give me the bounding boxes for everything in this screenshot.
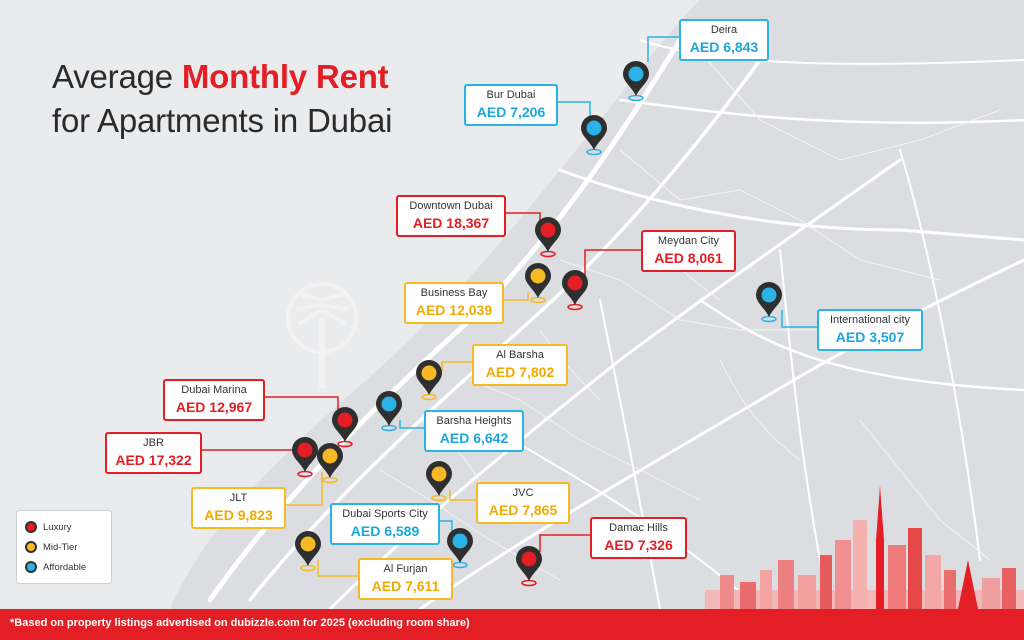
callout-business-bay: Business Bay AED 12,039: [404, 282, 504, 324]
location-price: AED 9,823: [204, 507, 273, 523]
location-name: JLT: [229, 492, 248, 504]
leader-line: [584, 249, 641, 278]
location-name: Downtown Dubai: [409, 200, 493, 212]
location-pin-icon[interactable]: [426, 461, 452, 502]
location-pin-icon[interactable]: [317, 443, 343, 484]
location-price: AED 7,611: [371, 578, 440, 594]
location-pin-icon[interactable]: [562, 270, 588, 311]
map-legend: Luxury Mid-Tier Affordable: [16, 510, 112, 584]
location-name: Al Barsha: [496, 349, 544, 361]
legend-affordable: Affordable: [25, 559, 86, 575]
callout-al-barsha: Al Barsha AED 7,802: [472, 344, 568, 386]
callout-bur-dubai: Bur Dubai AED 7,206: [464, 84, 558, 126]
location-pin-icon[interactable]: [623, 61, 649, 102]
location-pin-icon[interactable]: [416, 360, 442, 401]
location-name: Dubai Marina: [181, 384, 247, 396]
leader-line: [317, 560, 358, 577]
location-price: AED 7,802: [485, 364, 555, 380]
location-name: Business Bay: [420, 287, 488, 299]
footer-note: *Based on property listings advertised o…: [10, 617, 470, 629]
leader-line: [286, 472, 323, 506]
location-price: AED 7,326: [604, 537, 673, 553]
callout-al-furjan: Al Furjan AED 7,611: [358, 558, 453, 600]
location-pin-icon[interactable]: [295, 531, 321, 572]
callout-barsha-heights: Barsha Heights AED 6,642: [424, 410, 524, 452]
affordable-marker-icon: [25, 561, 37, 573]
location-pin-icon[interactable]: [516, 546, 542, 587]
location-price: AED 18,367: [412, 215, 490, 231]
location-price: AED 7,206: [476, 104, 546, 120]
callout-international-city: International city AED 3,507: [817, 309, 923, 351]
page-title: Average Monthly Rent for Apartments in D…: [52, 55, 392, 143]
callout-jlt: JLT AED 9,823: [191, 487, 286, 529]
luxury-marker-icon: [25, 521, 37, 533]
leader-line: [506, 212, 541, 222]
location-name: Meydan City: [657, 235, 720, 247]
location-pin-icon[interactable]: [332, 407, 358, 448]
location-pin-icon[interactable]: [535, 217, 561, 258]
title-prefix: Average: [52, 58, 182, 95]
location-name: JBR: [143, 437, 164, 449]
location-price: AED 6,843: [689, 39, 759, 55]
leader-line: [440, 520, 453, 532]
leader-line: [504, 292, 529, 301]
legend-mid-tier-label: Mid-Tier: [43, 541, 78, 553]
callout-jvc: JVC AED 7,865: [476, 482, 570, 524]
location-name: Al Furjan: [383, 563, 428, 575]
location-pin-icon[interactable]: [376, 391, 402, 432]
legend-affordable-label: Affordable: [43, 561, 87, 573]
location-name: Barsha Heights: [436, 415, 512, 427]
location-name: Bur Dubai: [486, 89, 536, 101]
skyline-illustration: [705, 485, 1024, 609]
callout-deira: Deira AED 6,843: [679, 19, 769, 61]
location-name: Deira: [710, 24, 738, 36]
leader-line: [441, 361, 472, 372]
leader-line: [399, 420, 424, 429]
callout-dubai-sports-city: Dubai Sports City AED 6,589: [330, 503, 440, 545]
location-pin-icon[interactable]: [447, 528, 473, 569]
location-price: AED 6,642: [439, 430, 509, 446]
location-price: AED 7,865: [488, 502, 558, 518]
location-price: AED 12,039: [415, 302, 493, 318]
title-highlight: Monthly Rent: [181, 58, 389, 95]
callout-damac-hills: Damac Hills AED 7,326: [590, 517, 687, 559]
callout-jbr: JBR AED 17,322: [105, 432, 202, 474]
location-pin-icon[interactable]: [756, 282, 782, 323]
location-name: JVC: [512, 487, 534, 499]
callout-downtown-dubai: Downtown Dubai AED 18,367: [396, 195, 506, 237]
leader-line: [647, 36, 679, 62]
legend-luxury-label: Luxury: [43, 521, 72, 533]
callout-meydan-city: Meydan City AED 8,061: [641, 230, 736, 272]
callout-dubai-marina: Dubai Marina AED 12,967: [163, 379, 265, 421]
leader-line: [781, 310, 817, 328]
leader-line: [558, 101, 591, 118]
location-name: International city: [829, 314, 911, 326]
location-pin-icon[interactable]: [525, 263, 551, 304]
location-price: AED 6,589: [350, 523, 420, 539]
location-name: Damac Hills: [609, 522, 668, 534]
location-price: AED 8,061: [654, 250, 723, 266]
leader-line: [265, 396, 339, 412]
legend-luxury: Luxury: [25, 519, 72, 535]
location-price: AED 12,967: [175, 399, 253, 415]
location-name: Dubai Sports City: [342, 508, 428, 520]
title-line2: for Apartments in Dubai: [52, 102, 393, 139]
leader-line: [539, 534, 590, 552]
location-price: AED 17,322: [115, 452, 192, 468]
location-pin-icon[interactable]: [581, 115, 607, 156]
mid-tier-marker-icon: [25, 541, 37, 553]
footer-bar: *Based on property listings advertised o…: [0, 609, 1024, 640]
leader-line: [449, 490, 476, 501]
legend-mid-tier: Mid-Tier: [25, 539, 77, 555]
location-price: AED 3,507: [835, 329, 905, 345]
location-pin-icon[interactable]: [292, 437, 318, 478]
